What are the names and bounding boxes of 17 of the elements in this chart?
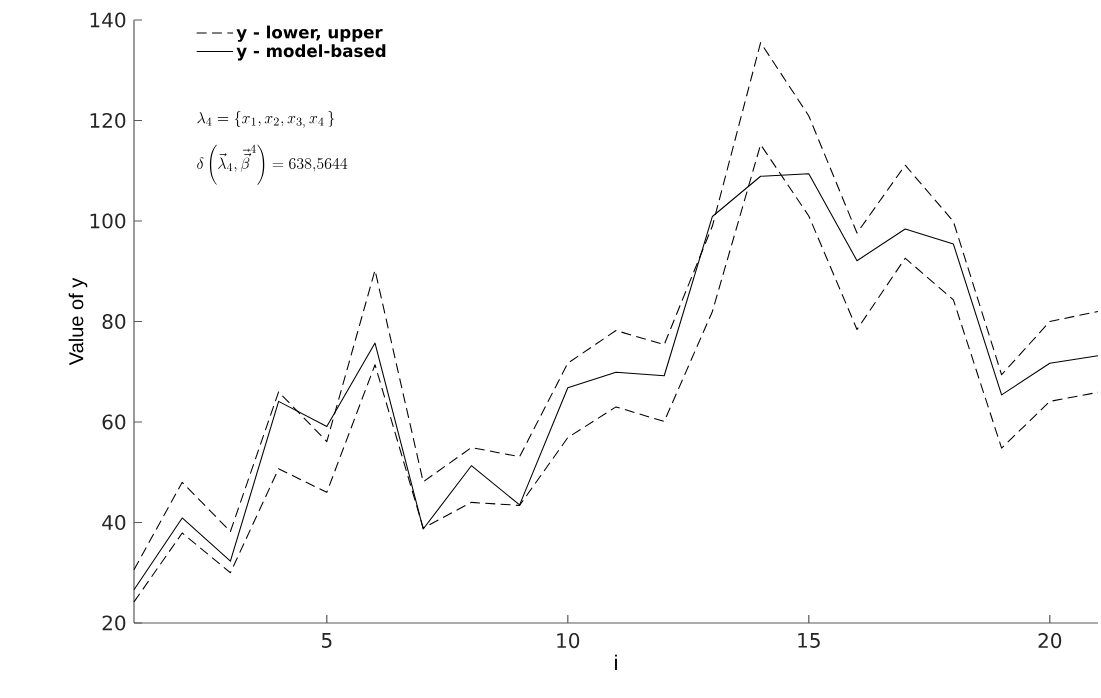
y-tick-label: 140 — [90, 12, 126, 28]
y-axis-title: Value of y — [68, 277, 88, 366]
x-tick-label: 15 — [798, 633, 820, 648]
x-tick-label: 10 — [557, 633, 580, 649]
y-tick-label: 60 — [102, 414, 126, 430]
y-tick-label: 20 — [102, 615, 126, 631]
legend-label: y - lower, upper — [236, 25, 383, 42]
annotation: $\lambda_4 = \{x_1, x_2, x_{3,}\, x_4\,\}$ — [197, 111, 335, 128]
x-axis-title: i — [615, 654, 617, 671]
y-tick-label: 80 — [102, 313, 126, 330]
y-tick-label: 100 — [90, 213, 126, 229]
x-tick-label: 5 — [321, 633, 332, 648]
annotation: $\delta\left(\vec{\lambda}_4, \vec{\vec{\beta}}^{4}\right) = 638{,}5644$ — [197, 144, 348, 185]
legend-label: y - model-based — [236, 44, 386, 61]
x-tick-label: 20 — [1038, 633, 1062, 649]
y-tick-label: 40 — [102, 514, 126, 531]
y-tick-label: 120 — [90, 112, 126, 129]
